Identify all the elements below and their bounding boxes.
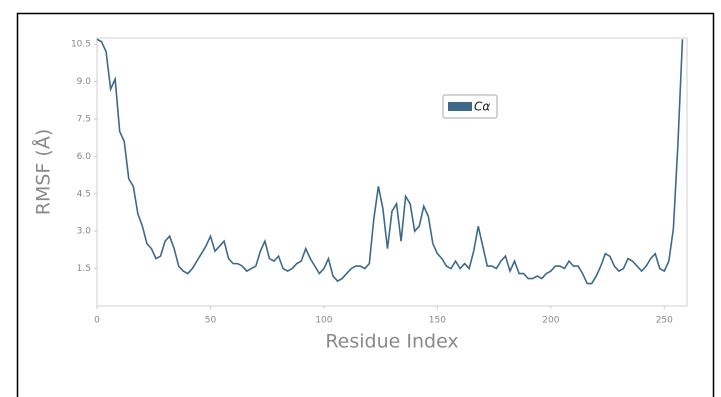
y-tick-label: 10.5 [71, 40, 91, 50]
legend-label: Cα [474, 100, 490, 114]
y-tick-label: 6.0 [77, 152, 92, 162]
x-tick-label: 200 [542, 316, 559, 326]
frame [16, 12, 715, 397]
x-axis-label: Residue Index [325, 331, 458, 353]
x-tick-label: 0 [94, 316, 100, 326]
y-axis-label: RMSF (Å) [32, 129, 55, 215]
x-tick-label: 50 [205, 316, 217, 326]
y-tick-label: 7.5 [77, 115, 91, 125]
data-line [96, 38, 684, 285]
y-tick-label: 9.0 [77, 77, 92, 87]
x-tick-label: 250 [656, 316, 673, 326]
y-tick-label: 4.5 [77, 189, 91, 199]
x-tick-label: 150 [429, 316, 446, 326]
legend-swatch [448, 102, 472, 111]
y-tick-label: 1.5 [77, 264, 91, 274]
plot-area [96, 37, 688, 307]
y-tick-label: 3.0 [77, 227, 92, 237]
x-tick-label: 100 [315, 316, 332, 326]
legend: Cα [442, 94, 498, 119]
